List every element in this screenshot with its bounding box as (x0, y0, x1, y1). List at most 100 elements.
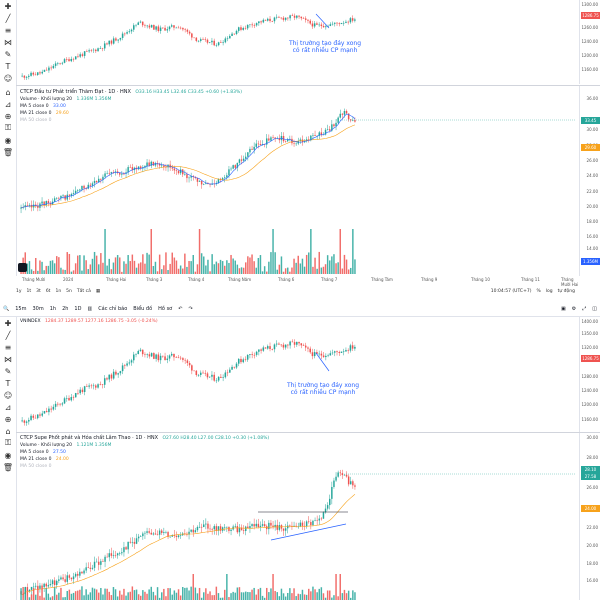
candle-body (275, 343, 278, 345)
top-price-axis[interactable]: 1300.00 1260.00 1240.00 1200.00 1160.00 … (579, 0, 600, 84)
index-symbol[interactable]: VNINDEX (20, 319, 41, 324)
axis-tick: 20.00 (586, 543, 598, 548)
interval-1h[interactable]: 1h (49, 306, 57, 312)
interval-15m[interactable]: 15m (15, 306, 27, 312)
bottom-index-chart[interactable] (16, 326, 580, 431)
pane-separator[interactable] (16, 432, 600, 433)
text-tool-icon[interactable]: T (5, 61, 11, 71)
trendline-tool-icon[interactable]: ╱ (5, 13, 11, 23)
ma5-legend[interactable]: MA 5 close 0 33.00 (20, 104, 69, 109)
chart-annotation[interactable]: Thị trường tạo đáy xong có rất nhiều CP … (283, 382, 363, 396)
trendline[interactable] (315, 352, 330, 372)
fullscreen-icon[interactable]: ⤢ (582, 306, 587, 312)
ma21-legend[interactable]: MA 21 close 0 24.00 (20, 457, 72, 462)
candle-body (79, 571, 81, 576)
pattern-tool-icon[interactable]: ⋈ (4, 37, 12, 47)
eye-tool-icon[interactable]: ◉ (4, 135, 12, 145)
chart-type-button[interactable]: Biểu đồ (133, 306, 153, 312)
cursor-tool-icon[interactable]: ✚ (4, 1, 12, 11)
range-3t[interactable]: 3t (36, 288, 41, 294)
zoom-tool-icon[interactable]: ⊕ (4, 111, 12, 121)
log-toggle[interactable]: log (545, 288, 553, 294)
magnet-tool-icon[interactable]: ⌂ (5, 426, 11, 436)
volume-legend[interactable]: Volume · Khối lượng 20 1.336M 1.356M (20, 97, 114, 102)
indicators-button[interactable]: Các chỉ báo (98, 306, 128, 312)
interval-1d[interactable]: 1D (74, 306, 82, 312)
pane-separator[interactable] (16, 85, 600, 86)
range-5n[interactable]: 5n (66, 288, 72, 294)
chart-annotation[interactable]: Thị trường tạo đáy xong có rất nhiều CP … (285, 40, 365, 54)
lock-tool-icon[interactable]: ⚿ (4, 123, 12, 132)
tradingview-logo[interactable] (18, 263, 27, 272)
auto-toggle[interactable]: tự động (557, 288, 575, 294)
eye-tool-icon[interactable]: ◉ (4, 450, 12, 460)
range-1t[interactable]: 1t (26, 288, 32, 294)
trendline[interactable] (315, 13, 330, 29)
symbol-title[interactable]: CTCP Supe Phốt phát và Hóa chất Lâm Thao… (20, 435, 159, 441)
interval-2h[interactable]: 2h (62, 306, 69, 312)
profile-button[interactable]: Hồ sơ (158, 306, 173, 312)
support-trendline[interactable] (270, 523, 347, 541)
candle-body (133, 25, 135, 30)
fib-tool-icon[interactable]: ≡ (4, 25, 12, 35)
top-index-chart[interactable] (16, 0, 580, 82)
settings-gear-icon[interactable]: ⚙ (571, 306, 577, 312)
pane2-price-axis[interactable]: 30.00 28.00 26.00 24.00 22.00 20.00 18.0… (579, 433, 600, 600)
fib-tool-icon[interactable]: ≡ (4, 342, 12, 352)
trash-tool-icon[interactable]: 🗑 (2, 147, 14, 157)
zoom-tool-icon[interactable]: ⊕ (4, 414, 12, 424)
volume-bar (295, 596, 297, 600)
candle-body (289, 15, 291, 19)
emoji-tool-icon[interactable]: ☺ (3, 390, 13, 400)
range-6t[interactable]: 6t (45, 288, 51, 294)
brush-tool-icon[interactable]: ✎ (4, 49, 12, 59)
text-tool-icon[interactable]: T (5, 378, 11, 388)
redo-icon[interactable]: ↷ (188, 306, 193, 312)
range-1y[interactable]: 1y (16, 288, 22, 294)
volume-bar (207, 593, 209, 600)
time-axis[interactable]: Tháng Mười 2024 Tháng Hai Tháng 3 Tháng … (16, 277, 580, 287)
symbol-search-icon[interactable]: 🔍 (3, 306, 10, 312)
candle-body (163, 165, 165, 167)
camera-icon[interactable]: ◫ (592, 306, 597, 312)
trendline-tool-icon[interactable]: ╱ (5, 330, 11, 340)
volume-bar (261, 271, 264, 274)
range-1n[interactable]: 1n (55, 288, 62, 294)
range-all[interactable]: Tất cả (76, 288, 91, 294)
undo-icon[interactable]: ↶ (178, 306, 183, 312)
volume-bar (129, 591, 131, 600)
ma21-legend[interactable]: MA 21 close 0 29.60 (20, 111, 72, 116)
candle-body (305, 521, 308, 527)
ma50-legend[interactable]: MA 50 close 0 (20, 464, 54, 469)
candle-body (63, 59, 66, 63)
lock-tool-icon[interactable]: ⚿ (4, 438, 12, 447)
ma5-legend[interactable]: MA 5 close 0 27.50 (20, 450, 69, 455)
ma50-legend[interactable]: MA 50 close 0 (20, 118, 54, 123)
symbol-title[interactable]: CTCP Đầu tư Phát triển Thăm Đạt · 1D · H… (20, 89, 131, 95)
candle-body (293, 15, 296, 18)
pane1-candle-chart[interactable] (16, 88, 580, 276)
cursor-tool-icon[interactable]: ✚ (4, 318, 12, 328)
pane2-candle-chart[interactable] (16, 434, 580, 600)
magnet-tool-icon[interactable]: ⌂ (5, 87, 11, 97)
candle-body (226, 526, 228, 528)
candle-body (309, 20, 311, 24)
interval-30m[interactable]: 30m (32, 306, 44, 312)
trash-tool-icon[interactable]: 🗑 (2, 462, 14, 472)
candle-body (352, 481, 354, 486)
percent-toggle[interactable]: % (536, 288, 541, 294)
volume-bar (247, 256, 249, 274)
bar-style-icon[interactable]: ▥ (87, 306, 93, 312)
pattern-tool-icon[interactable]: ⋈ (4, 354, 12, 364)
ruler-tool-icon[interactable]: ⊿ (4, 402, 12, 412)
emoji-tool-icon[interactable]: ☺ (3, 73, 13, 83)
layout-icon[interactable]: ▣ (561, 306, 566, 312)
measure-tool-icon[interactable]: ⊿ (4, 99, 12, 109)
brush-tool-icon[interactable]: ✎ (4, 366, 12, 376)
pane1-price-axis[interactable]: 36.00 30.00 28.00 26.00 24.00 22.00 20.0… (579, 86, 600, 276)
bottom-index-price-axis[interactable]: 1400.00 1350.00 1320.00 1280.00 1240.00 … (579, 317, 600, 432)
goto-date-icon[interactable]: ▦ (95, 288, 101, 294)
candle-body (77, 56, 79, 57)
volume-legend[interactable]: Volume · Khối lượng 20 1.121M 1.356M (20, 443, 114, 448)
candle-body (274, 137, 276, 139)
